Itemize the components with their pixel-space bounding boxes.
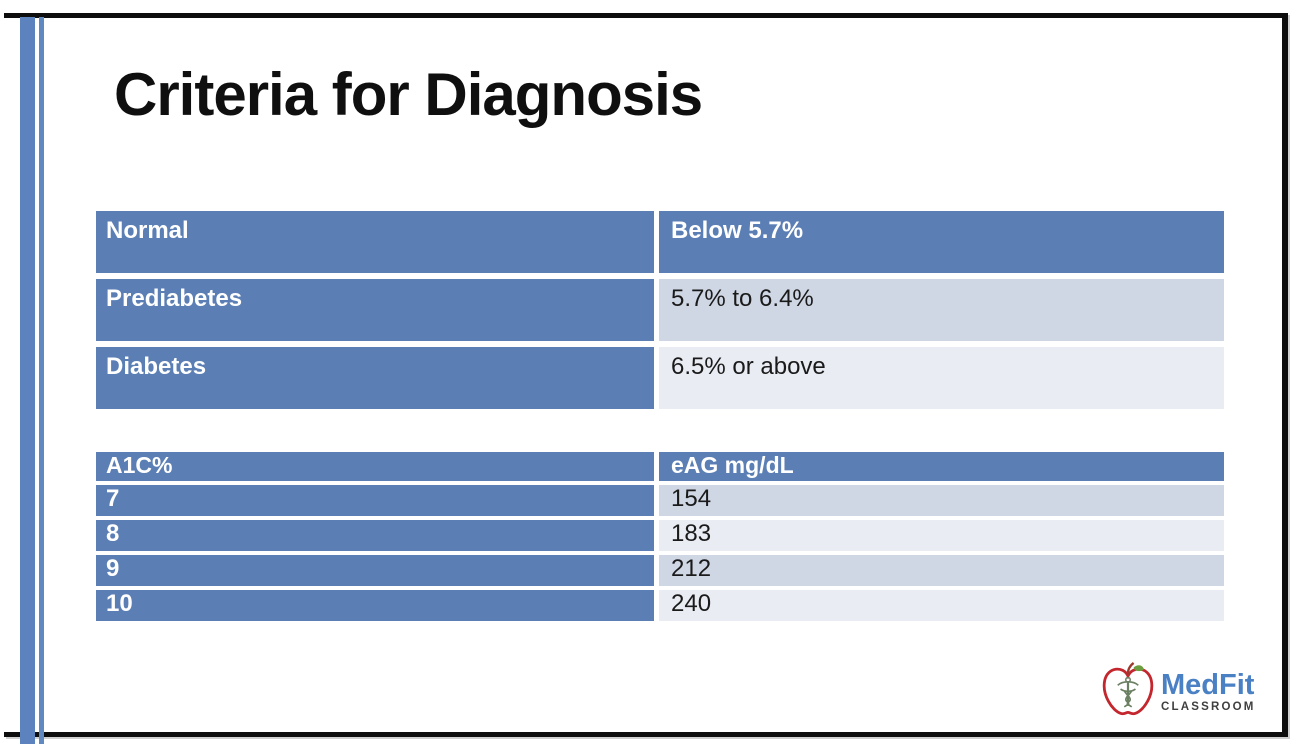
left-accent-stripe-wide (20, 17, 35, 744)
a1c-eag-table: A1C% eAG mg/dL 7 154 8 183 9 212 10 240 (96, 452, 1224, 621)
table-row-a1c-7: 7 154 (96, 485, 1224, 516)
apple-caduceus-icon (1100, 661, 1156, 724)
table-row-a1c-10: 10 240 (96, 590, 1224, 621)
diagnosis-label-cell: Diabetes (96, 347, 654, 409)
a1c-column-header: A1C% (96, 452, 654, 481)
eag-value-cell: 154 (659, 485, 1224, 516)
eag-value-cell: 183 (659, 520, 1224, 551)
a1c-value-cell: 10 (96, 590, 654, 621)
eag-value-cell: 212 (659, 555, 1224, 586)
diagnosis-value-cell: 6.5% or above (659, 347, 1224, 409)
logo-text-block: MedFit CLASSROOM (1161, 671, 1256, 714)
diagnosis-label-cell: Normal (96, 211, 654, 273)
table-row-diabetes: Diabetes 6.5% or above (96, 347, 1224, 409)
eag-column-header: eAG mg/dL (659, 452, 1224, 481)
table-row-a1c-8: 8 183 (96, 520, 1224, 551)
diagnosis-value-cell: Below 5.7% (659, 211, 1224, 273)
table-row-normal: Normal Below 5.7% (96, 211, 1224, 273)
a1c-value-cell: 8 (96, 520, 654, 551)
logo-subtitle: CLASSROOM (1161, 701, 1256, 714)
a1c-value-cell: 9 (96, 555, 654, 586)
diagnosis-criteria-table: Normal Below 5.7% Prediabetes 5.7% to 6.… (96, 211, 1224, 409)
diagnosis-value-cell: 5.7% to 6.4% (659, 279, 1224, 341)
table-header-row: A1C% eAG mg/dL (96, 452, 1224, 481)
slide-border-frame (4, 13, 1288, 737)
table-row-a1c-9: 9 212 (96, 555, 1224, 586)
a1c-value-cell: 7 (96, 485, 654, 516)
slide-title: Criteria for Diagnosis (114, 61, 703, 128)
table-row-prediabetes: Prediabetes 5.7% to 6.4% (96, 279, 1224, 341)
eag-value-cell: 240 (659, 590, 1224, 621)
logo-brand-name: MedFit (1161, 669, 1255, 702)
left-accent-stripe-narrow (39, 17, 44, 744)
diagnosis-label-cell: Prediabetes (96, 279, 654, 341)
medfit-classroom-logo: MedFit CLASSROOM (1100, 661, 1256, 724)
